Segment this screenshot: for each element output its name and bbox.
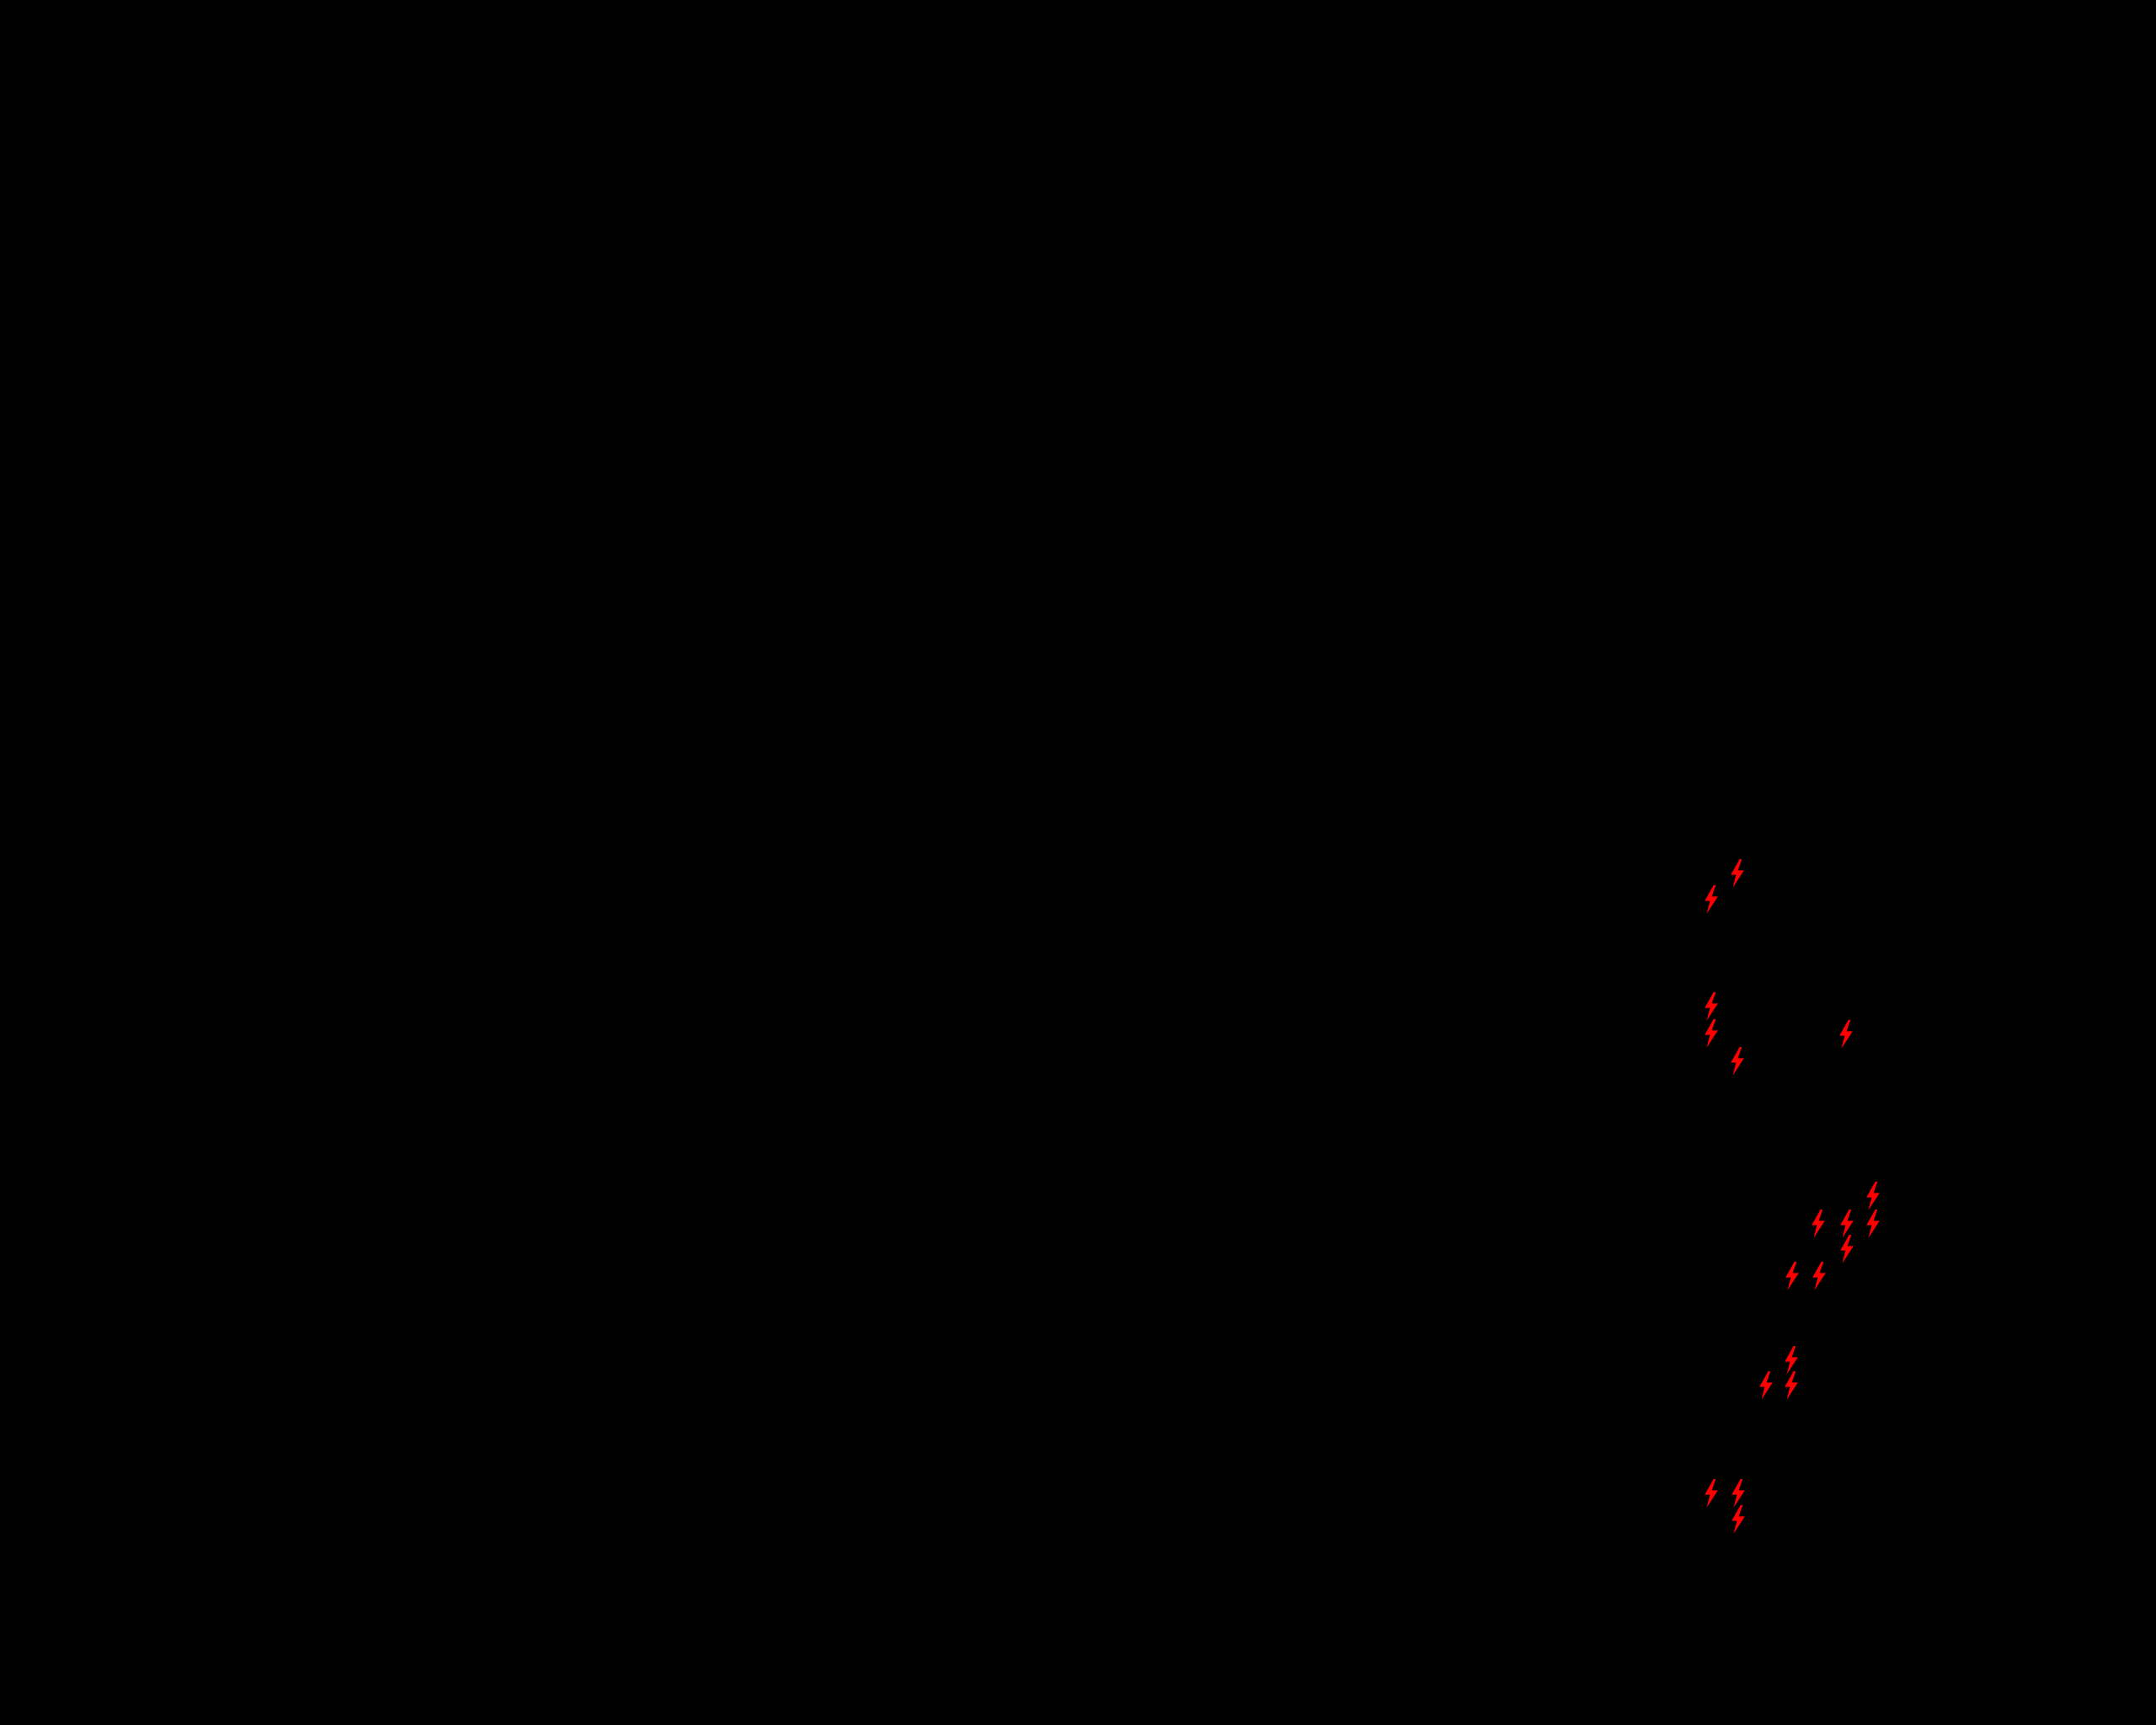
lightning-bolt-glyph	[1705, 992, 1718, 1021]
lightning-bolt-icon	[1782, 1346, 1801, 1375]
lightning-bolt-icon	[1864, 1210, 1882, 1238]
lightning-bolt-icon	[1702, 992, 1721, 1021]
lightning-bolt-glyph	[1840, 1210, 1854, 1238]
lightning-bolt-glyph	[1732, 1479, 1745, 1508]
lightning-bolt-glyph	[1785, 1371, 1798, 1400]
lightning-bolt-icon	[1702, 1479, 1721, 1508]
lightning-bolt-glyph	[1785, 1262, 1799, 1290]
lightning-bolt-icon	[1810, 1262, 1828, 1290]
lightning-bolt-glyph	[1866, 1210, 1880, 1238]
lightning-bolt-icon	[1702, 885, 1721, 914]
lightning-bolt-glyph	[1812, 1210, 1825, 1238]
lightning-bolt-icon	[1729, 1505, 1748, 1534]
lightning-bolt-icon	[1728, 1047, 1747, 1076]
lightning-bolt-icon	[1782, 1371, 1801, 1400]
lightning-bolt-icon	[1702, 1019, 1721, 1048]
lightning-bolt-glyph	[1759, 1371, 1773, 1400]
lightning-bolt-icon	[1809, 1210, 1828, 1238]
lightning-bolt-glyph	[1731, 1047, 1744, 1076]
lightning-bolt-glyph	[1840, 1235, 1854, 1263]
lightning-bolt-glyph	[1839, 1020, 1853, 1049]
lightning-bolt-icon	[1837, 1020, 1855, 1049]
lightning-bolt-glyph	[1705, 1019, 1718, 1048]
lightning-bolt-icon	[1838, 1210, 1856, 1238]
lightning-bolt-icon	[1783, 1262, 1801, 1290]
lightning-bolt-icon	[1728, 859, 1747, 888]
lightning-bolt-icon	[1757, 1371, 1775, 1400]
lightning-bolt-glyph	[1705, 885, 1718, 914]
lightning-bolt-glyph	[1705, 1479, 1718, 1508]
lightning-bolt-glyph	[1812, 1262, 1826, 1290]
lightning-bolt-icon	[1838, 1235, 1856, 1263]
lightning-bolt-glyph	[1866, 1182, 1880, 1210]
lightning-bolt-icon	[1864, 1182, 1882, 1210]
lightning-bolt-glyph	[1785, 1346, 1798, 1375]
lightning-bolt-glyph	[1731, 859, 1744, 888]
lightning-bolt-glyph	[1732, 1505, 1745, 1534]
lightning-bolt-icon	[1729, 1479, 1748, 1508]
